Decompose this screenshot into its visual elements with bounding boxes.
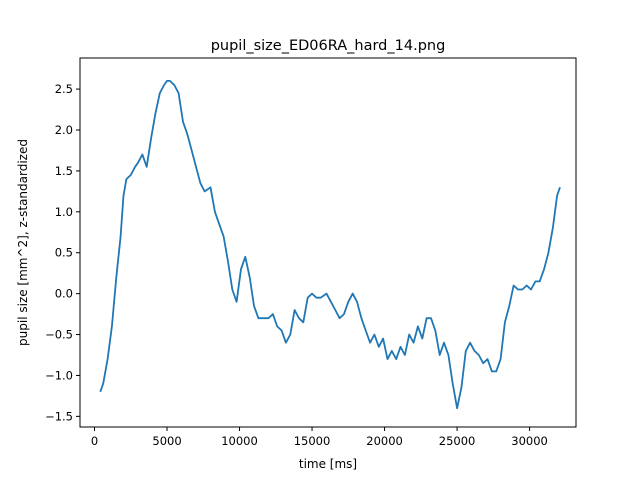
x-tick-label: 5000 [152, 434, 181, 448]
chart-title: pupil_size_ED06RA_hard_14.png [211, 38, 446, 54]
y-tick-label: 2.0 [55, 123, 73, 137]
y-tick-label: −0.5 [45, 328, 73, 342]
y-tick-label: −1.0 [45, 368, 73, 382]
y-axis-label: pupil size [mm^2], z-standardized [16, 139, 30, 346]
y-tick-label: 0.5 [55, 246, 73, 260]
x-axis-label: time [ms] [299, 457, 357, 471]
y-tick-label: −1.5 [45, 409, 73, 423]
x-tick-label: 10000 [221, 434, 258, 448]
axis-ticks: 0 5000 10000 15000 20000 25000 30000 −1.5 −1.0 −0… [45, 82, 548, 448]
series-line [99, 80, 561, 410]
x-tick-label: 15000 [294, 434, 331, 448]
x-tick-label: 20000 [366, 434, 403, 448]
plot-area [99, 80, 561, 410]
x-tick-label: 25000 [439, 434, 476, 448]
y-tick-label: 1.5 [55, 164, 73, 178]
x-tick-label: 30000 [511, 434, 548, 448]
y-tick-label: 2.5 [55, 82, 73, 96]
x-tick-label: 0 [91, 434, 98, 448]
y-tick-label: 0.0 [55, 287, 73, 301]
y-tick-label: 1.0 [55, 205, 73, 219]
axes-frame [79, 57, 577, 428]
